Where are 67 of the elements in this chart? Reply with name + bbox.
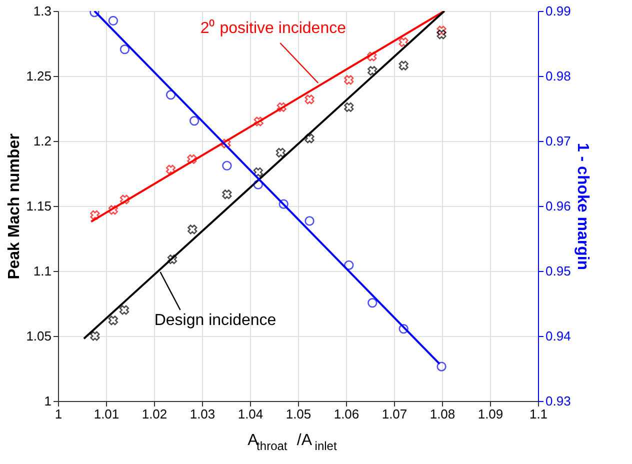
point [90, 210, 100, 220]
point [253, 167, 263, 177]
y2-tick-label: 0.98 [546, 68, 571, 84]
point [436, 362, 446, 372]
annotation: Design incidence [154, 312, 276, 329]
point [367, 52, 377, 62]
point [304, 216, 314, 226]
point [368, 66, 378, 76]
y-tick-label: 1.25 [26, 68, 52, 84]
point [436, 30, 446, 40]
point [344, 75, 354, 85]
point [368, 298, 378, 308]
y2-axis-title: 1 - choke margin [574, 142, 591, 270]
x-tick-label: 1.09 [478, 406, 504, 422]
y2-tick-label: 0.97 [546, 134, 571, 148]
point [253, 180, 263, 190]
point [108, 16, 118, 26]
point [166, 90, 176, 100]
point [222, 190, 232, 200]
point [108, 205, 118, 215]
y2-tick-label: 0.99 [546, 4, 571, 18]
point [167, 254, 178, 264]
point [221, 138, 231, 148]
y-tick-label: 1.05 [26, 328, 52, 344]
point [344, 260, 354, 270]
point [188, 224, 198, 234]
point [304, 134, 314, 144]
point [344, 102, 354, 112]
point [254, 116, 264, 126]
x-tick-label: 1.06 [334, 406, 360, 422]
point [120, 194, 130, 204]
point [189, 116, 200, 126]
y2-tick-label: 0.96 [546, 198, 571, 214]
y-tick-label: 1.1 [33, 264, 52, 278]
point [187, 154, 197, 164]
x-tick-label: 1.02 [142, 406, 168, 422]
y-tick-label: 1.15 [26, 198, 52, 214]
point [304, 94, 314, 104]
point [278, 199, 288, 209]
x-tick-label: 1.04 [238, 406, 264, 422]
x-tick-label: 1.03 [190, 406, 216, 422]
point [90, 331, 100, 341]
point [276, 102, 286, 112]
point [398, 60, 408, 70]
point [276, 148, 286, 158]
point [119, 305, 130, 315]
x-tick-label: 1.07 [382, 406, 408, 422]
point [398, 324, 408, 334]
point [108, 316, 118, 326]
y-tick-label: 1.2 [33, 134, 52, 148]
point [436, 26, 446, 36]
y2-tick-label: 0.95 [546, 264, 571, 278]
x-tick-label: 1.1 [529, 406, 548, 422]
y2-tick-label: 0.93 [546, 394, 571, 408]
point [222, 160, 232, 171]
x-tick-label: 1.05 [286, 406, 312, 422]
y-axis-title: Peak Mach number [6, 134, 24, 280]
y2-tick-label: 0.94 [546, 328, 571, 344]
point [398, 37, 408, 47]
y-tick-label: 1 [44, 394, 52, 408]
x-tick-label: 1 [54, 406, 62, 422]
point [120, 44, 130, 54]
x-tick-label: 1.08 [430, 406, 456, 422]
y-tick-label: 1.3 [33, 4, 52, 18]
x-tick-label: 1.01 [94, 406, 120, 422]
point [166, 164, 176, 174]
annotation: 2⁰ positive incidence [200, 19, 346, 38]
